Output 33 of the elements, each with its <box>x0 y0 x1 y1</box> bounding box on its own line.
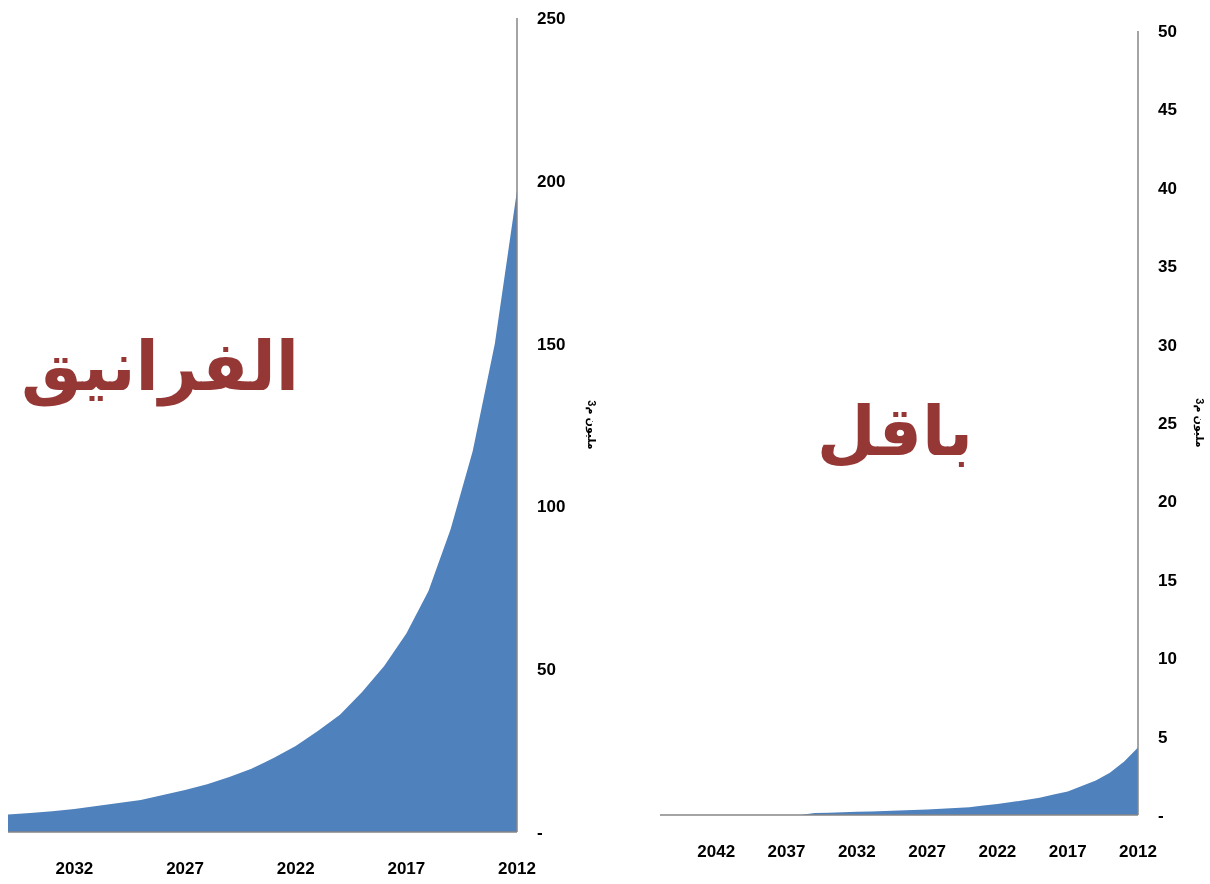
y-tick-label: 20 <box>1158 492 1177 512</box>
x-tick-label: 2032 <box>55 859 94 878</box>
y-tick-label: 150 <box>537 334 566 354</box>
x-tick-label: 2022 <box>276 859 315 878</box>
y-tick-label: 10 <box>1158 649 1177 669</box>
y-tick-label: 30 <box>1158 335 1177 355</box>
x-tick-label: 2027 <box>166 859 204 878</box>
y-tick-label: 50 <box>1158 22 1177 41</box>
y-tick-label: 250 <box>537 9 566 28</box>
y-tick-label: 25 <box>1158 414 1177 433</box>
x-tick-label: 2027 <box>908 842 947 861</box>
x-tick-label: 2017 <box>1048 842 1087 861</box>
annotation: باقل <box>816 393 974 469</box>
y-tick-label: 35 <box>1158 257 1177 277</box>
y-tick-label: 100 <box>537 497 566 517</box>
y-tick-label: 40 <box>1158 178 1177 198</box>
y-tick-label: - <box>537 823 543 842</box>
x-tick-label: 2022 <box>978 842 1017 861</box>
y-tick-label: 45 <box>1158 100 1177 120</box>
y-tick-label: 200 <box>537 171 566 191</box>
y-tick-label: 5 <box>1158 727 1168 747</box>
annotation: الفرانيق <box>21 328 299 407</box>
x-tick-label: 2012 <box>1119 842 1157 861</box>
x-tick-label: 2037 <box>767 842 806 861</box>
x-tick-label: 2042 <box>697 842 736 861</box>
y-axis-title: مليون م3 <box>585 400 598 450</box>
x-tick-label: 2017 <box>387 859 426 878</box>
y-tick-label: - <box>1158 806 1164 825</box>
x-tick-label: 2012 <box>498 859 536 878</box>
y-tick-label: 15 <box>1158 570 1177 590</box>
x-tick-label: 2032 <box>837 842 876 861</box>
y-axis-title: مليون م3 <box>1193 398 1206 448</box>
y-tick-label: 50 <box>537 660 556 680</box>
